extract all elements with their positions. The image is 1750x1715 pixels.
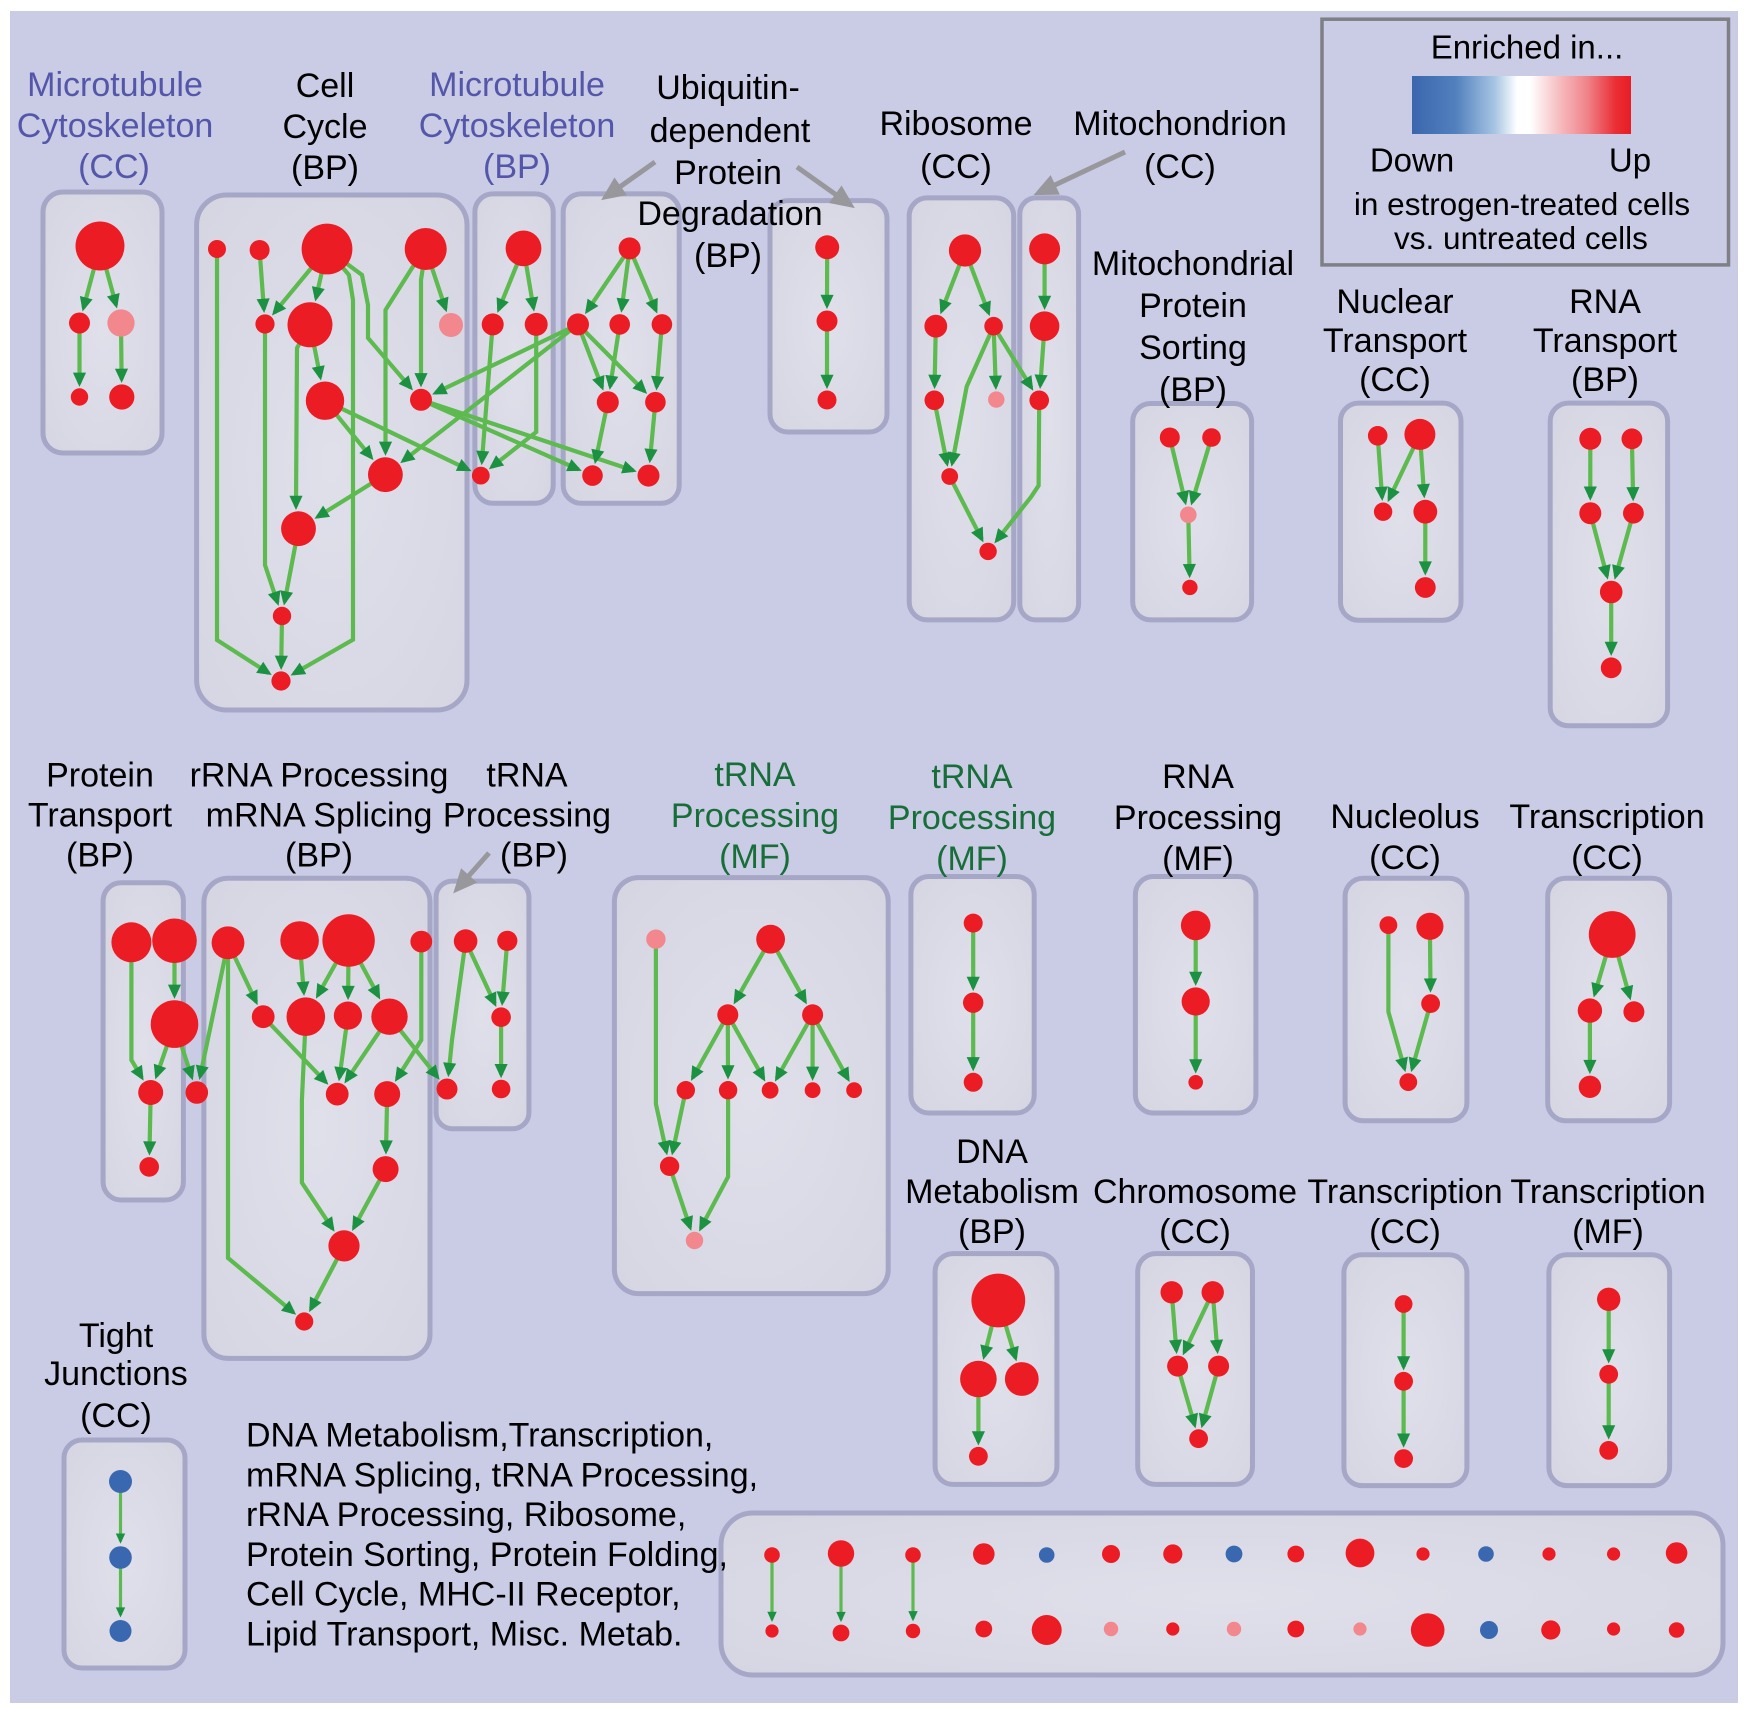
- svg-text:(CC): (CC): [1571, 839, 1643, 877]
- svg-text:(CC): (CC): [80, 1397, 152, 1435]
- svg-text:tRNA: tRNA: [714, 756, 796, 794]
- svg-text:mRNA Splicing: mRNA Splicing: [206, 797, 433, 835]
- svg-text:(BP): (BP): [694, 237, 762, 275]
- svg-text:(BP): (BP): [1571, 361, 1639, 399]
- svg-text:Metabolism: Metabolism: [905, 1173, 1079, 1211]
- svg-text:Protein: Protein: [1139, 287, 1247, 325]
- svg-text:Transcription: Transcription: [1509, 798, 1704, 836]
- svg-text:Transport: Transport: [1323, 322, 1468, 360]
- svg-text:in estrogen-treated cells: in estrogen-treated cells: [1354, 186, 1690, 222]
- svg-text:Enriched in...: Enriched in...: [1431, 29, 1624, 66]
- svg-text:rRNA Processing, Ribosome,: rRNA Processing, Ribosome,: [246, 1496, 686, 1534]
- svg-text:DNA Metabolism,Transcription,: DNA Metabolism,Transcription,: [246, 1417, 713, 1455]
- svg-text:(BP): (BP): [291, 149, 359, 187]
- svg-text:Cycle: Cycle: [282, 108, 367, 146]
- svg-text:RNA: RNA: [1162, 758, 1234, 796]
- svg-text:Cell: Cell: [296, 67, 355, 105]
- svg-text:dependent: dependent: [650, 112, 811, 150]
- svg-text:Processing: Processing: [888, 799, 1056, 837]
- svg-text:(CC): (CC): [1359, 361, 1431, 399]
- svg-text:rRNA Processing: rRNA Processing: [190, 757, 449, 795]
- svg-text:(MF): (MF): [936, 840, 1008, 878]
- svg-text:(BP): (BP): [483, 148, 551, 186]
- svg-text:Junctions: Junctions: [44, 1355, 188, 1393]
- svg-text:Mitochondrion: Mitochondrion: [1073, 105, 1287, 143]
- svg-text:Cytoskeleton: Cytoskeleton: [17, 107, 214, 145]
- svg-text:(BP): (BP): [1159, 371, 1227, 409]
- svg-text:Protein: Protein: [46, 757, 154, 795]
- svg-text:Microtubule: Microtubule: [27, 66, 203, 104]
- svg-text:Cell Cycle, MHC-II Receptor,: Cell Cycle, MHC-II Receptor,: [246, 1576, 681, 1614]
- svg-text:(CC): (CC): [1159, 1213, 1231, 1251]
- svg-text:Tight: Tight: [79, 1317, 154, 1355]
- svg-text:Microtubule: Microtubule: [429, 66, 605, 104]
- svg-text:Protein Sorting, Protein Foldi: Protein Sorting, Protein Folding,: [246, 1536, 728, 1574]
- svg-text:(CC): (CC): [1369, 1213, 1441, 1251]
- svg-text:Processing: Processing: [1114, 799, 1282, 837]
- svg-text:Chromosome: Chromosome: [1093, 1173, 1297, 1211]
- svg-text:(MF): (MF): [1162, 840, 1234, 878]
- svg-text:mRNA Splicing, tRNA Processing: mRNA Splicing, tRNA Processing,: [246, 1456, 758, 1494]
- svg-text:(CC): (CC): [1369, 839, 1441, 877]
- svg-text:DNA: DNA: [956, 1133, 1028, 1171]
- svg-text:RNA: RNA: [1569, 283, 1641, 321]
- svg-text:(MF): (MF): [1572, 1213, 1644, 1251]
- svg-text:Nuclear: Nuclear: [1336, 283, 1453, 321]
- svg-text:Down: Down: [1370, 142, 1454, 179]
- svg-text:(BP): (BP): [958, 1213, 1026, 1251]
- svg-text:Transport: Transport: [1533, 322, 1678, 360]
- svg-text:Transport: Transport: [28, 797, 173, 835]
- svg-text:(BP): (BP): [500, 837, 568, 875]
- svg-text:vs. untreated cells: vs. untreated cells: [1394, 220, 1648, 256]
- svg-text:Processing: Processing: [671, 797, 839, 835]
- svg-text:tRNA: tRNA: [486, 757, 568, 795]
- svg-text:(CC): (CC): [78, 148, 150, 186]
- svg-text:Degradation: Degradation: [637, 195, 822, 233]
- svg-text:Ubiquitin-: Ubiquitin-: [656, 69, 800, 107]
- svg-text:(CC): (CC): [920, 148, 992, 186]
- svg-text:Up: Up: [1609, 142, 1651, 179]
- svg-text:Mitochondrial: Mitochondrial: [1092, 245, 1294, 283]
- svg-text:Sorting: Sorting: [1139, 329, 1247, 367]
- svg-text:Transcription: Transcription: [1510, 1173, 1705, 1211]
- svg-text:Ribosome: Ribosome: [879, 105, 1032, 143]
- svg-text:(BP): (BP): [285, 837, 353, 875]
- svg-text:(CC): (CC): [1144, 148, 1216, 186]
- svg-text:Lipid Transport, Misc. Metab.: Lipid Transport, Misc. Metab.: [246, 1615, 683, 1653]
- svg-text:(BP): (BP): [66, 837, 134, 875]
- svg-text:Processing: Processing: [443, 797, 611, 835]
- svg-text:(MF): (MF): [719, 838, 791, 876]
- svg-text:Cytoskeleton: Cytoskeleton: [419, 107, 616, 145]
- svg-text:Transcription: Transcription: [1307, 1173, 1502, 1211]
- svg-text:tRNA: tRNA: [931, 758, 1013, 796]
- svg-text:Nucleolus: Nucleolus: [1330, 798, 1479, 836]
- svg-text:Protein: Protein: [674, 154, 782, 192]
